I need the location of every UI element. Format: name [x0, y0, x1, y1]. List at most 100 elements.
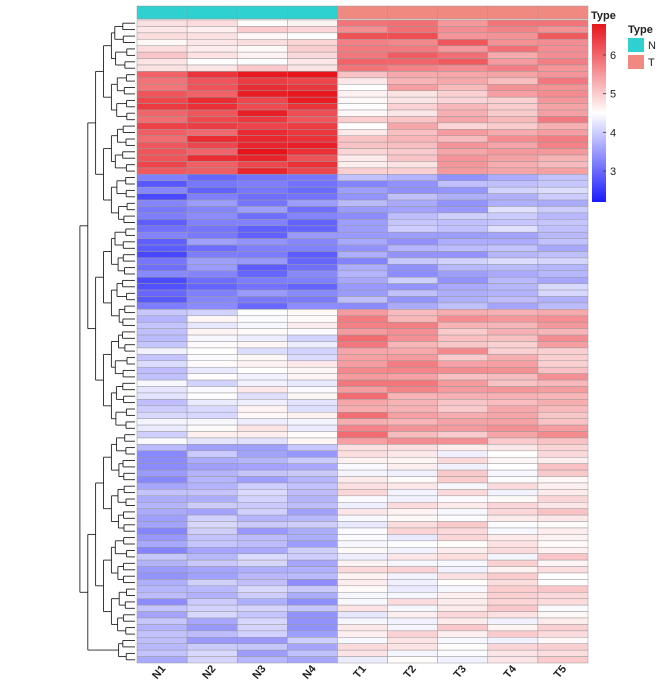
heatmap-cell [287, 58, 338, 66]
heatmap-cell [136, 585, 188, 593]
heatmap-cell [537, 450, 589, 458]
heatmap-cell [537, 424, 589, 432]
colorbar-tick-label: 3 [610, 166, 616, 178]
heatmap-cell [287, 167, 338, 175]
heatmap-cell [136, 116, 188, 124]
heatmap-cell [186, 251, 238, 259]
heatmap-cell [387, 489, 438, 497]
heatmap-cell [487, 309, 539, 317]
heatmap-cell [287, 238, 338, 246]
heatmap-cell [437, 514, 489, 522]
heatmap-cell [136, 251, 188, 259]
heatmap-cell [236, 624, 288, 632]
heatmap-cell [537, 386, 589, 394]
heatmap-cell [236, 521, 288, 529]
heatmap-cell [487, 592, 539, 599]
heatmap-cell [487, 51, 539, 59]
heatmap-cell [537, 611, 589, 619]
heatmap-cell [437, 186, 489, 194]
heatmap-cell [537, 456, 589, 464]
heatmap-cell [387, 399, 438, 407]
heatmap-cell [236, 598, 288, 606]
heatmap-cell [437, 354, 489, 362]
heatmap-cell [136, 637, 188, 644]
heatmap-cell [387, 71, 438, 79]
heatmap-cell [437, 649, 489, 657]
heatmap-cell [236, 199, 288, 207]
heatmap-cell [236, 514, 288, 522]
heatmap-cell [487, 231, 539, 239]
heatmap-cell [236, 643, 288, 651]
heatmap-cell [287, 566, 338, 574]
column-label: T2 [401, 663, 418, 681]
heatmap-cell [136, 347, 188, 355]
heatmap-cell [186, 96, 238, 104]
heatmap-cell [136, 579, 188, 587]
heatmap-cells [136, 19, 589, 664]
heatmap-cell [387, 444, 438, 452]
heatmap-cell [537, 231, 589, 239]
heatmap-cell [287, 547, 338, 554]
heatmap-cell [487, 296, 539, 304]
heatmap-cell [136, 296, 188, 304]
heatmap-cell [487, 527, 539, 535]
heatmap-cell [387, 148, 438, 156]
heatmap-cell [186, 437, 238, 445]
heatmap-cell [337, 212, 388, 220]
heatmap-cell [287, 598, 338, 606]
heatmap-cell [537, 135, 589, 143]
heatmap-cell [337, 206, 388, 214]
heatmap-cell [387, 103, 438, 111]
heatmap-cell [537, 566, 589, 574]
heatmap-cell [236, 630, 288, 638]
heatmap-cell [287, 450, 338, 458]
heatmap-cell [186, 116, 238, 124]
heatmap-cell [136, 611, 188, 619]
heatmap-cell [236, 51, 288, 59]
heatmap-cell [287, 180, 338, 188]
heatmap-cell [437, 84, 489, 91]
heatmap-cell [487, 450, 539, 458]
heatmap-cell [537, 476, 589, 484]
heatmap-cell [437, 276, 489, 284]
heatmap-cell [186, 154, 238, 162]
heatmap-cell [537, 212, 589, 220]
heatmap-cell [387, 508, 438, 516]
heatmap-cell [537, 148, 589, 156]
heatmap-cell [387, 450, 438, 458]
heatmap-cell [186, 424, 238, 432]
heatmap-cell [487, 244, 539, 252]
heatmap-cell [136, 360, 188, 368]
heatmap-cell [136, 572, 188, 580]
heatmap-cell [236, 161, 288, 169]
heatmap-cell [437, 637, 489, 644]
heatmap-cell [287, 251, 338, 259]
heatmap-cell [287, 90, 338, 98]
heatmap-cell [387, 225, 438, 233]
heatmap-cell [487, 514, 539, 522]
heatmap-cell [337, 386, 388, 394]
heatmap-cell [537, 341, 589, 349]
heatmap-cell [186, 360, 238, 368]
heatmap-cell [337, 463, 388, 471]
heatmap-cell [287, 411, 338, 419]
heatmap-cell [387, 643, 438, 651]
heatmap-cell [236, 559, 288, 567]
heatmap-cell [236, 424, 288, 432]
heatmap-cell [337, 559, 388, 567]
heatmap-cell [287, 148, 338, 156]
heatmap-cell [387, 199, 438, 207]
heatmap-cell [136, 514, 188, 522]
heatmap-cell [537, 302, 589, 310]
heatmap-cell [487, 77, 539, 85]
type-legend: Type N T [628, 24, 656, 69]
heatmap-cell [437, 129, 489, 136]
heatmap-cell [437, 469, 489, 477]
heatmap-cell [236, 347, 288, 355]
heatmap-cell [487, 219, 539, 227]
heatmap-cell [487, 116, 539, 124]
heatmap-cell [287, 26, 338, 34]
type-legend-swatch-t [628, 55, 644, 69]
heatmap-cell [337, 360, 388, 368]
heatmap-cell [236, 411, 288, 419]
